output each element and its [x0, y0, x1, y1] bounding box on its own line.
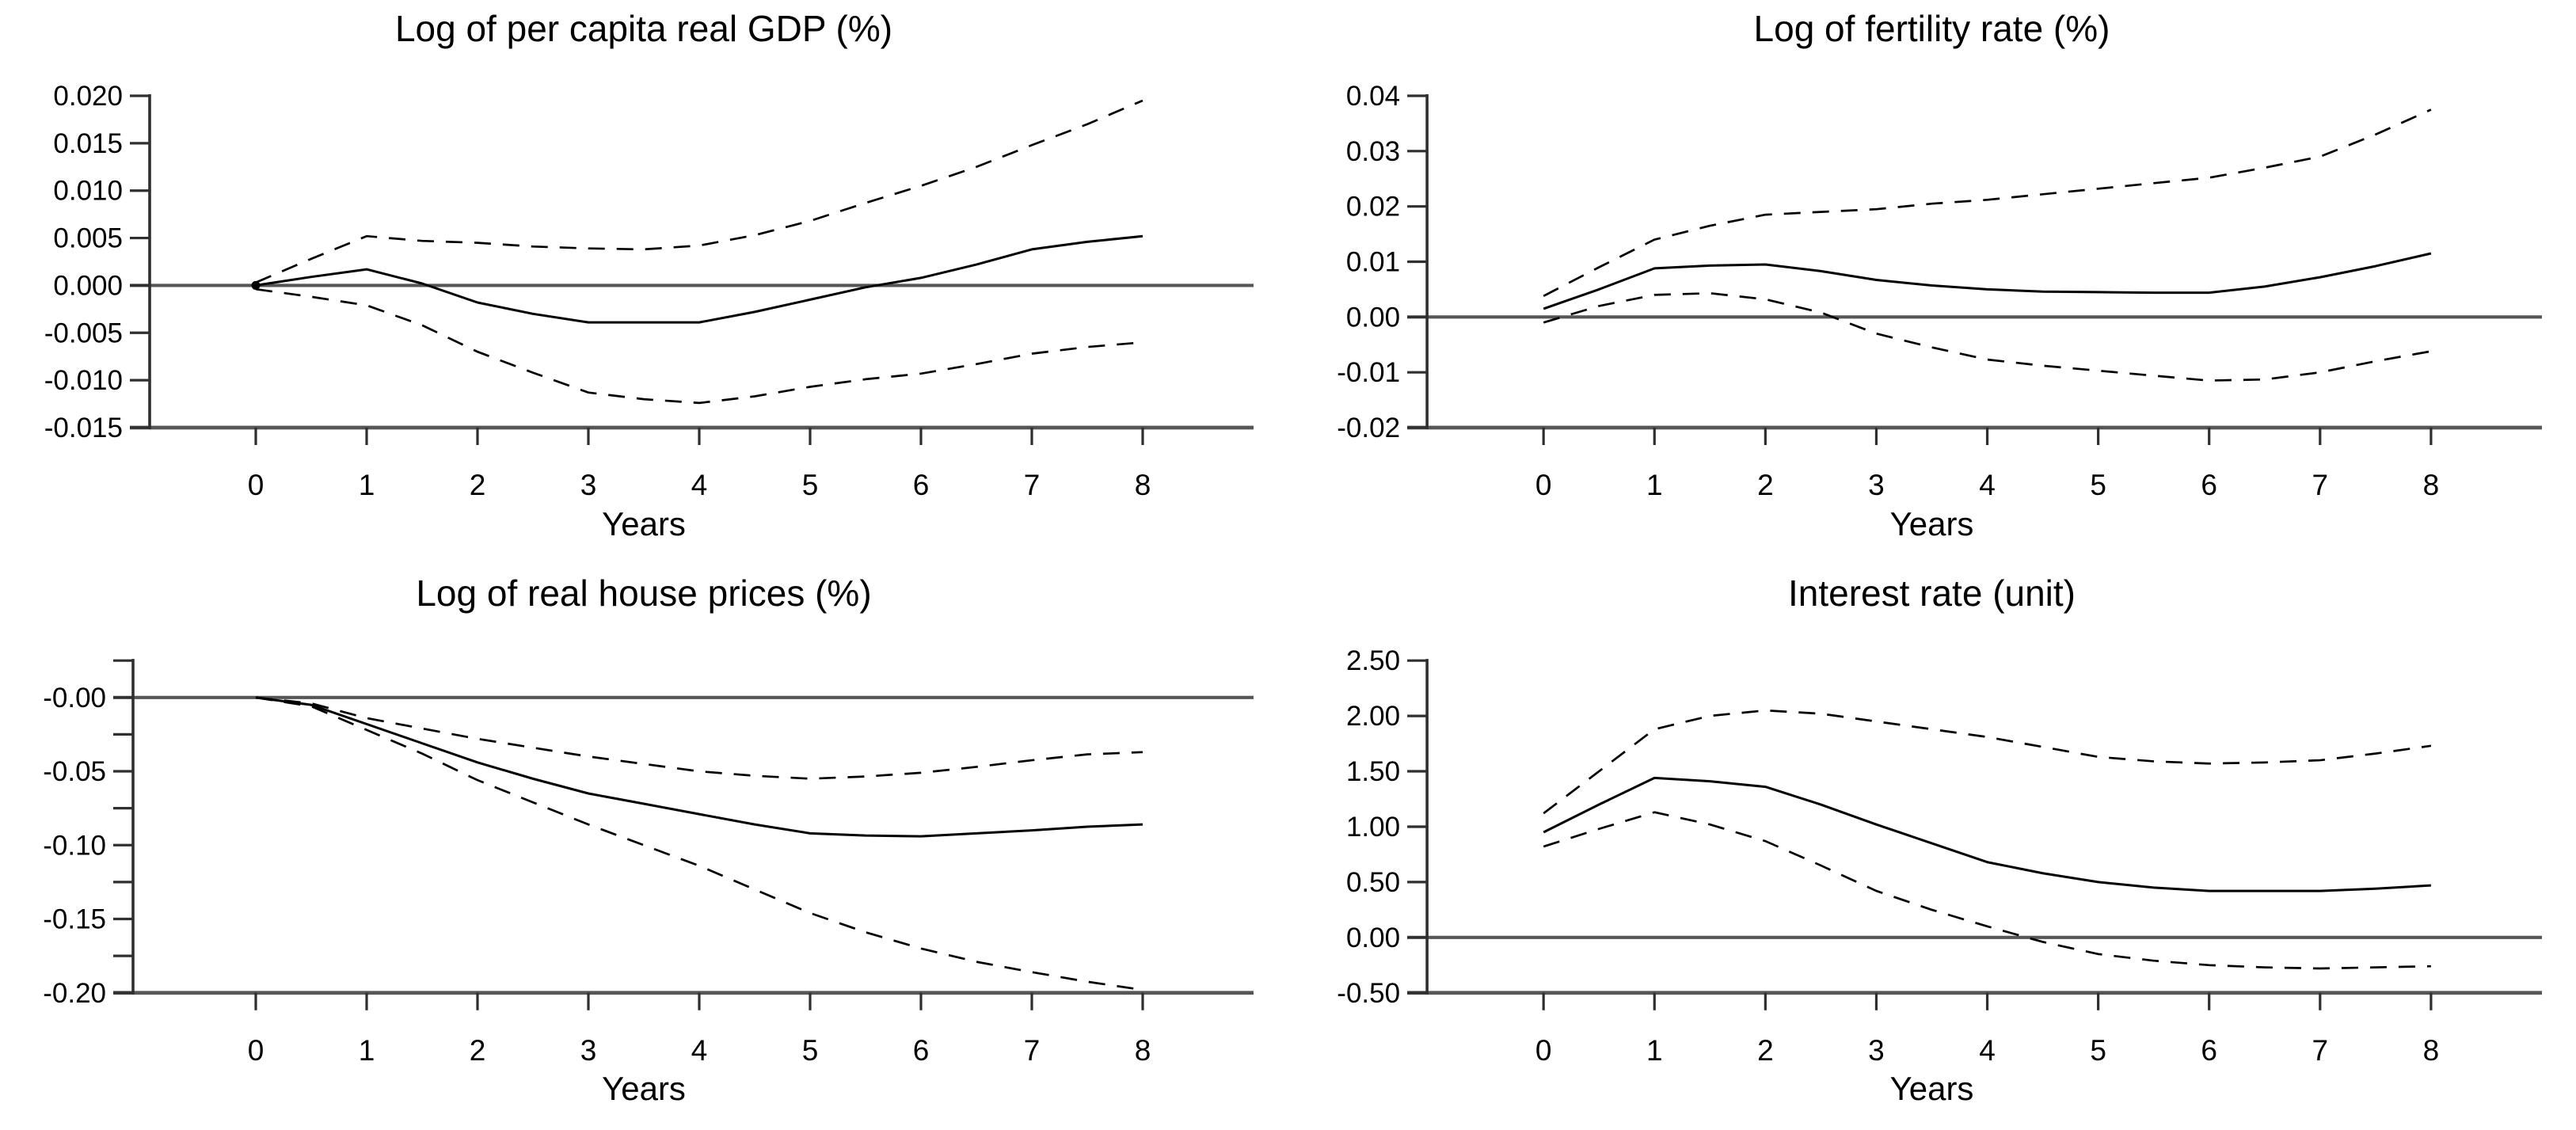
y-tick-label: 0.03	[1346, 136, 1400, 167]
y-tick-label: -0.015	[44, 413, 123, 443]
origin-point-marker	[251, 280, 261, 290]
x-tick-label: 4	[691, 1033, 708, 1067]
x-tick-label: 5	[2090, 469, 2106, 501]
y-tick-label: 0.00	[1346, 923, 1400, 953]
x-tick-label: 7	[2312, 1033, 2329, 1067]
x-tick-label: 0	[248, 1033, 264, 1067]
x-tick-label: 7	[2312, 469, 2329, 501]
lower-confidence-band-curve	[255, 287, 1143, 405]
x-tick-label: 6	[913, 1033, 930, 1067]
x-tick-label: 1	[1646, 1033, 1663, 1067]
upper-confidence-band-curve	[255, 696, 1143, 780]
gdp-chart: 0.020 0.015 0.010 0.005 0.000 -0.005 -0.010 -0.…	[44, 81, 1254, 501]
y-tick-label: 2.50	[1346, 645, 1400, 676]
point-estimate-curve	[1543, 252, 2432, 310]
x-tick-label: 1	[359, 1033, 375, 1067]
y-tick-label: 0.50	[1346, 867, 1400, 898]
x-tick-label: 8	[2423, 469, 2440, 501]
interest-rate-chart: 2.50 2.00 1.50 1.00 0.50 0.00 -0.50 0 1 2 3 4 5 6 7 8	[1337, 645, 2542, 1067]
x-tick-label: 3	[580, 1033, 597, 1067]
x-tick-label: 1	[359, 469, 375, 501]
panel-house-prices: Log of real house prices (%) -0.00 -0.05-…	[0, 565, 1288, 1130]
y-tick-label: -0.02	[1337, 413, 1400, 443]
fertility-chart: 0.04 0.03 0.02 0.01 0.00 -0.01 -0.02 0 1 2 3 4 5 6 7 8	[1337, 81, 2542, 501]
panel-interest-rate: Interest rate (unit) 2.50 2.00 1.50 1.00 0.5…	[1288, 565, 2576, 1130]
x-tick-label: 7	[1024, 1033, 1041, 1067]
y-tick-label: 1.50	[1346, 756, 1400, 787]
y-tick-label: 0.000	[53, 270, 123, 301]
x-tick-label: 0	[1535, 1033, 1552, 1067]
x-tick-label: 8	[1135, 469, 1151, 501]
upper-confidence-band-curve	[1543, 108, 2432, 297]
lower-confidence-band-curve	[1543, 811, 2431, 970]
x-tick-label: 0	[1535, 469, 1552, 501]
chart-title-gdp: Log of per capita real GDP (%)	[394, 8, 893, 49]
x-tick-label: 2	[1757, 469, 1774, 501]
y-tick-label: 0.020	[53, 81, 123, 112]
x-tick-label: 7	[1024, 469, 1041, 501]
y-tick-label: -0.20	[43, 978, 106, 1009]
lower-confidence-band-curve	[1543, 291, 2432, 382]
point-estimate-curve	[1543, 776, 2431, 892]
y-tick-label: -0.010	[44, 365, 123, 396]
x-tick-label: 3	[580, 469, 597, 501]
x-tick-label: 8	[1135, 1033, 1151, 1067]
y-tick-label: 2.00	[1346, 701, 1400, 732]
x-tick-label: 5	[802, 469, 819, 501]
y-tick-label: 0.02	[1346, 192, 1400, 223]
x-tick-label: 2	[470, 469, 486, 501]
x-tick-label: 4	[691, 469, 708, 501]
x-axis-label-gdp: Years	[602, 505, 686, 542]
upper-confidence-band-curve	[1543, 709, 2432, 815]
x-tick-label: 6	[913, 469, 930, 501]
y-tick-label: 0.01	[1346, 247, 1400, 278]
x-tick-label: 6	[2201, 1033, 2217, 1067]
x-tick-label: 4	[1979, 469, 1996, 501]
point-estimate-curve	[255, 234, 1143, 324]
y-tick-label: -0.05	[43, 756, 106, 787]
x-tick-label: 5	[802, 1033, 819, 1067]
x-tick-label: 0	[248, 469, 264, 501]
x-tick-label: 3	[1868, 469, 1885, 501]
x-axis-label-interest-rate: Years	[1889, 1070, 1974, 1107]
x-tick-label: 3	[1868, 1033, 1885, 1067]
y-tick-label: 0.015	[53, 128, 123, 159]
chart-title-interest-rate: Interest rate (unit)	[1787, 573, 2076, 614]
y-tick-label: -0.10	[43, 830, 106, 861]
upper-confidence-band-curve	[255, 99, 1143, 284]
y-tick-label: -0.15	[43, 904, 106, 935]
x-tick-label: 1	[1646, 469, 1663, 501]
x-tick-label: 5	[2090, 1033, 2106, 1067]
y-tick-label: -0.50	[1337, 978, 1400, 1009]
lower-confidence-band-curve	[255, 696, 1143, 991]
panel-fertility: Log of fertility rate (%) 0.04 0.03 0.02 0.…	[1288, 0, 2576, 565]
y-tick-label: 0.04	[1346, 81, 1400, 112]
y-tick-label: -0.01	[1337, 357, 1400, 388]
y-tick-label: 1.00	[1346, 812, 1400, 843]
x-tick-label: 2	[1757, 1033, 1774, 1067]
y-tick-label: -0.00	[43, 683, 106, 713]
panel-gdp: Log of per capita real GDP (%) 0.020 0.01…	[0, 0, 1288, 565]
x-axis-label-house-prices: Years	[602, 1070, 686, 1107]
y-tick-label: 0.00	[1346, 302, 1400, 333]
x-tick-label: 4	[1979, 1033, 1996, 1067]
x-tick-label: 2	[470, 1033, 486, 1067]
x-tick-label: 6	[2201, 469, 2217, 501]
y-tick-label: -0.005	[44, 318, 123, 348]
x-axis-label-fertility: Years	[1889, 505, 1974, 542]
point-estimate-curve	[255, 696, 1143, 838]
x-tick-label: 8	[2423, 1033, 2440, 1067]
chart-title-fertility: Log of fertility rate (%)	[1753, 8, 2110, 49]
chart-title-house-prices: Log of real house prices (%)	[416, 573, 872, 614]
house-prices-chart: -0.00 -0.05 -0.10 -0.15 -0.20 0 1 2 3 4 5 6 7 8	[43, 659, 1254, 1067]
y-tick-label: 0.005	[53, 223, 123, 254]
y-tick-label: 0.010	[53, 176, 123, 207]
